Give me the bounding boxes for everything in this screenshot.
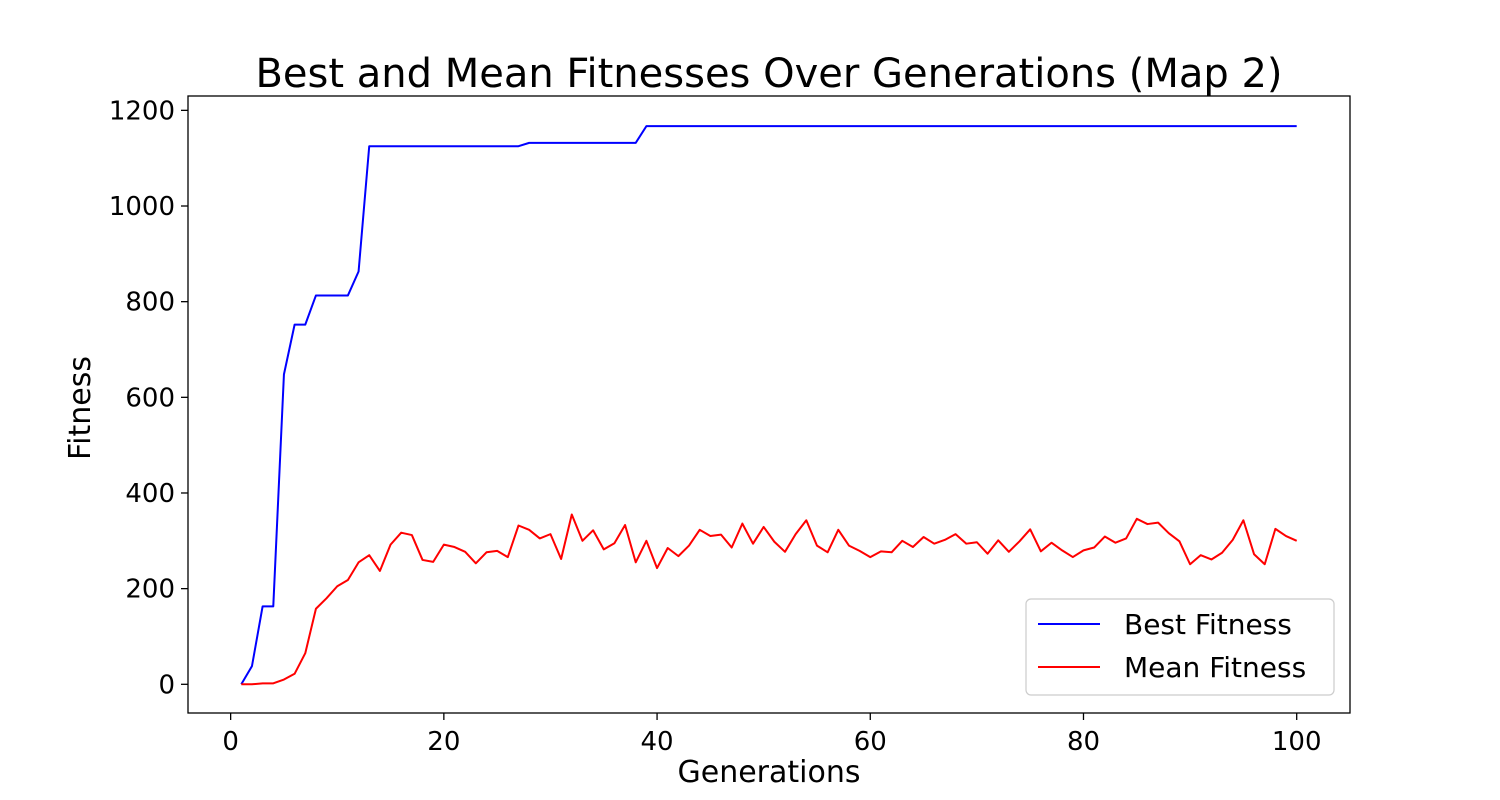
x-tick-label: 60 bbox=[854, 727, 887, 757]
x-tick-label: 100 bbox=[1272, 727, 1322, 757]
y-tick-label: 1200 bbox=[109, 96, 175, 126]
x-tick-label: 80 bbox=[1067, 727, 1100, 757]
y-tick-label: 400 bbox=[125, 479, 175, 509]
y-tick-label: 200 bbox=[125, 575, 175, 605]
legend-box bbox=[1025, 598, 1335, 696]
legend: Best Fitness Mean Fitness bbox=[1025, 598, 1335, 696]
x-tick-label: 20 bbox=[427, 727, 460, 757]
y-tick-label: 0 bbox=[158, 670, 175, 700]
y-axis: 0 200 400 600 800 1000 1200 bbox=[109, 96, 188, 700]
y-axis-title: Fitness bbox=[63, 356, 98, 460]
series-line-mean-fitness bbox=[241, 513, 1298, 686]
legend-label-best-fitness: Best Fitness bbox=[1124, 608, 1292, 641]
plot-area bbox=[240, 125, 1298, 686]
x-axis: 0 20 40 60 80 100 bbox=[222, 713, 1322, 757]
y-tick-label: 800 bbox=[125, 288, 175, 318]
y-tick-label: 600 bbox=[125, 383, 175, 413]
y-tick-label: 1000 bbox=[109, 192, 175, 222]
plot-frame bbox=[187, 95, 1351, 714]
chart-title: Best and Mean Fitnesses Over Generations… bbox=[255, 51, 1282, 97]
x-axis-title: Generations bbox=[678, 755, 861, 790]
x-tick-label: 40 bbox=[641, 727, 674, 757]
x-tick-label: 0 bbox=[222, 727, 239, 757]
legend-label-mean-fitness: Mean Fitness bbox=[1124, 651, 1306, 684]
series-line-best-fitness bbox=[240, 125, 1297, 685]
